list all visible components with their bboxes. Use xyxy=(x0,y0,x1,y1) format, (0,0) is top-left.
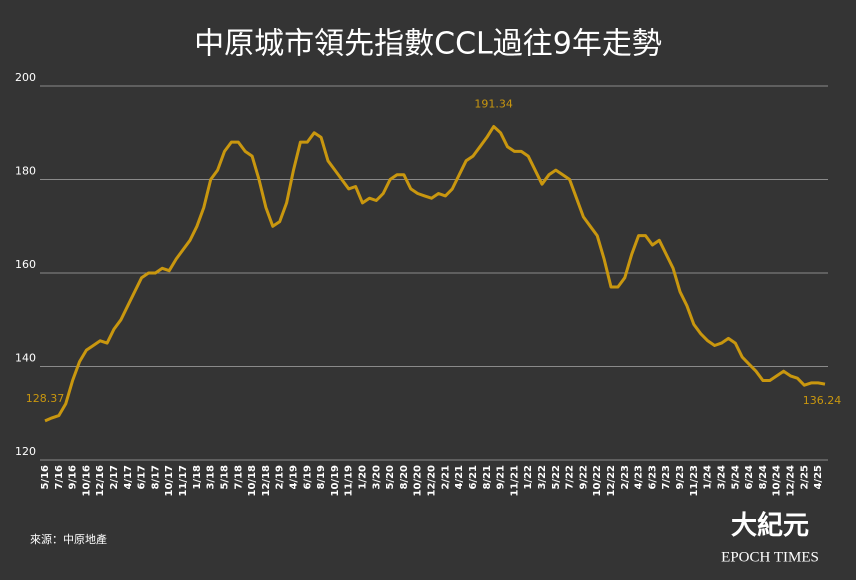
x-tick-label: 10/19 xyxy=(330,465,341,497)
x-tick-label: 12/18 xyxy=(261,465,272,497)
x-tick-label: 8/19 xyxy=(316,465,327,490)
x-tick-label: 9/16 xyxy=(68,465,79,490)
x-tick-label: 2/23 xyxy=(620,465,631,490)
x-tick-label: 7/23 xyxy=(661,465,672,490)
value-label: 136.24 xyxy=(803,394,842,407)
y-tick-label: 140 xyxy=(15,352,36,365)
x-tick-label: 6/19 xyxy=(302,465,313,490)
x-tick-label: 8/24 xyxy=(758,465,769,490)
x-tick-label: 12/22 xyxy=(606,465,617,497)
x-tick-label: 9/21 xyxy=(496,465,507,490)
x-tick-label: 2/25 xyxy=(799,465,810,490)
x-tick-label: 11/17 xyxy=(178,465,189,497)
x-tick-label: 2/21 xyxy=(440,465,451,490)
x-tick-label: 10/24 xyxy=(772,465,783,497)
x-tick-label: 3/24 xyxy=(716,465,727,490)
y-tick-label: 160 xyxy=(15,258,36,271)
y-tick-label: 200 xyxy=(15,71,36,84)
x-tick-label: 1/24 xyxy=(703,465,714,490)
x-tick-label: 6/23 xyxy=(647,465,658,490)
x-tick-label: 3/20 xyxy=(371,465,382,490)
x-tick-label: 4/23 xyxy=(634,465,645,490)
x-tick-label: 10/22 xyxy=(592,465,603,497)
x-tick-label: 8/17 xyxy=(150,465,161,490)
y-tick-label: 180 xyxy=(15,165,36,178)
x-tick-label: 8/21 xyxy=(482,465,493,490)
x-tick-label: 10/18 xyxy=(247,465,258,497)
x-tick-label: 7/18 xyxy=(233,465,244,490)
x-tick-label: 9/23 xyxy=(675,465,686,490)
x-tick-label: 8/20 xyxy=(399,465,410,490)
x-tick-label: 7/22 xyxy=(565,465,576,490)
x-tick-label: 1/22 xyxy=(523,465,534,490)
data-line xyxy=(44,125,826,423)
x-tick-label: 4/25 xyxy=(813,465,824,490)
x-tick-label: 2/17 xyxy=(109,465,120,490)
x-tick-label: 3/22 xyxy=(537,465,548,490)
x-tick-label: 6/17 xyxy=(137,465,148,490)
chart-title: 中原城市領先指數CCL過往9年走勢 xyxy=(194,27,662,62)
x-tick-label: 4/19 xyxy=(288,465,299,490)
logo-name: 大紀元 xyxy=(731,510,809,541)
x-tick-label: 5/18 xyxy=(219,465,230,490)
x-tick-label: 10/17 xyxy=(164,465,175,497)
x-tick-label: 1/20 xyxy=(358,465,369,490)
x-tick-label: 7/16 xyxy=(54,465,65,490)
x-tick-label: 10/16 xyxy=(81,465,92,497)
value-label: 191.34 xyxy=(474,97,513,110)
source: 來源：中原地產 xyxy=(30,532,107,546)
x-tick-label: 5/22 xyxy=(551,465,562,490)
x-tick-label: 9/22 xyxy=(578,465,589,490)
x-tick-label: 4/17 xyxy=(123,465,134,490)
x-tick-label: 6/24 xyxy=(744,465,755,490)
value-label: 128.37 xyxy=(26,392,65,405)
x-tick-label: 11/23 xyxy=(689,465,700,497)
x-tick-label: 12/20 xyxy=(427,465,438,497)
x-tick-label: 12/24 xyxy=(785,465,796,497)
y-tick-label: 120 xyxy=(15,445,36,458)
x-tick-label: 11/19 xyxy=(344,465,355,497)
x-tick-label: 10/20 xyxy=(413,465,424,497)
x-tick-label: 4/21 xyxy=(454,465,465,490)
x-tick-label: 12/16 xyxy=(95,465,106,497)
x-tick-label: 11/21 xyxy=(509,465,520,497)
x-tick-label: 5/20 xyxy=(385,465,396,490)
x-tick-label: 2/19 xyxy=(275,465,286,490)
x-tick-label: 5/16 xyxy=(40,465,51,490)
x-tick-label: 1/18 xyxy=(192,465,203,490)
x-tick-label: 5/24 xyxy=(730,465,741,490)
logo-en: EPOCH TIMES xyxy=(721,549,819,565)
x-tick-label: 6/21 xyxy=(468,465,479,490)
x-tick-label: 3/18 xyxy=(206,465,217,490)
